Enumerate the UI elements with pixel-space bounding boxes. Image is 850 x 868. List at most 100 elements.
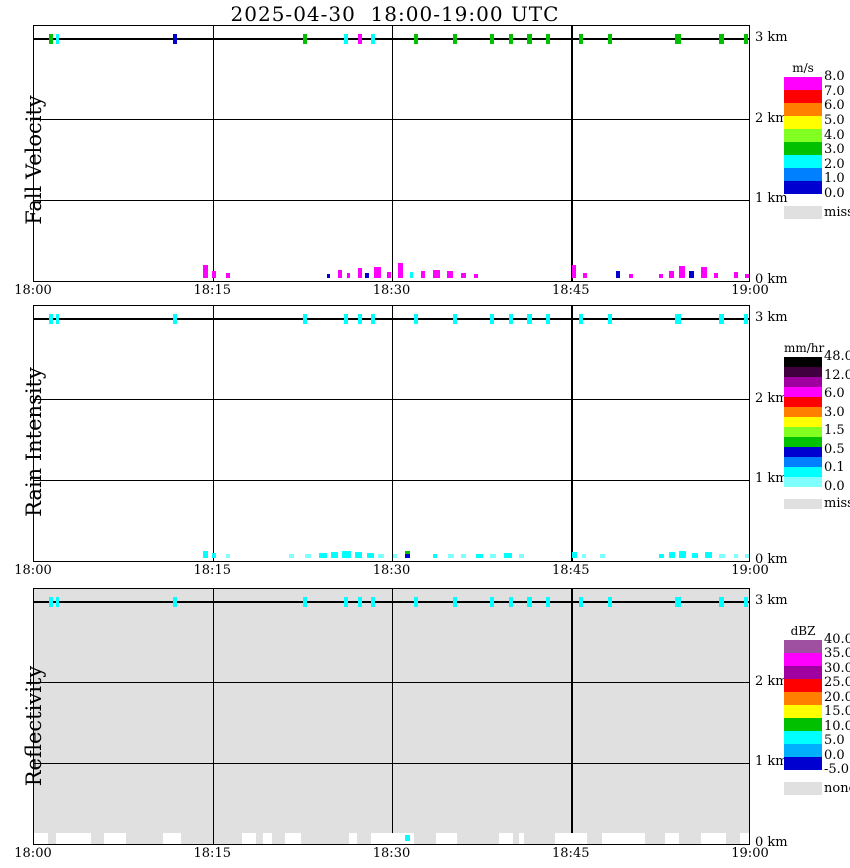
data-cell	[490, 597, 495, 607]
data-cell	[358, 268, 363, 278]
data-cell	[358, 34, 362, 44]
data-cell	[203, 550, 208, 558]
colorbar-swatch	[784, 387, 822, 397]
data-cell	[386, 271, 392, 278]
colorbar-swatch	[784, 477, 822, 487]
colorbar-tick: 1.5	[824, 423, 845, 439]
data-gap	[163, 833, 181, 844]
data-cell	[669, 270, 674, 278]
y-tick-2km: 2 km	[755, 390, 788, 406]
gridline-vertical-1	[212, 26, 214, 281]
data-cell	[49, 34, 54, 44]
panel-reflectivity	[33, 588, 750, 845]
data-cell	[55, 314, 60, 324]
colorbar-swatch	[784, 155, 822, 168]
data-cell	[302, 597, 308, 607]
colorbar-swatch	[784, 666, 822, 679]
y-tick-3km: 3 km	[755, 30, 788, 45]
data-cell	[719, 314, 724, 324]
data-cell	[719, 597, 724, 607]
data-gap	[740, 833, 749, 844]
colorbar-tick: 12.0	[824, 367, 850, 383]
data-cell	[55, 597, 60, 607]
data-cell	[581, 554, 587, 558]
data-gap	[34, 833, 49, 844]
data-cell	[475, 553, 483, 558]
data-cell	[226, 554, 230, 558]
data-cell	[527, 314, 532, 324]
data-cell	[342, 550, 351, 558]
gridline-vertical-2	[391, 589, 394, 844]
data-cell	[398, 263, 403, 278]
data-cell	[745, 273, 749, 278]
colorbar-tick: 0.1	[824, 460, 845, 476]
data-cell	[743, 34, 749, 44]
data-cell	[302, 314, 308, 324]
colorbar-tick: 0.0	[824, 186, 845, 201]
colorbar-missing-swatch	[784, 782, 822, 795]
colorbar-units-reflectivity: dBZ	[790, 624, 816, 638]
gridline-horizontal-2km	[34, 681, 749, 684]
data-cell	[203, 264, 208, 278]
colorbar-tick: 0.5	[824, 441, 845, 457]
data-cell	[713, 272, 718, 278]
colorbar-tick: 6.0	[824, 386, 845, 402]
data-gap	[435, 833, 458, 844]
axis-label-rain-intensity: Rain Intensity	[22, 367, 46, 517]
data-cell	[343, 314, 349, 324]
data-cell	[719, 553, 726, 558]
colorbar-tick: 0.0	[824, 479, 845, 494]
data-cell	[518, 554, 525, 558]
data-cell	[474, 273, 478, 278]
panel-fall-velocity	[33, 25, 750, 282]
data-cell	[679, 550, 687, 558]
data-cell	[49, 597, 54, 607]
colorbar-reflectivity: dBZ 40.0 35.0 30.0 25.0 20.0 15.0 10.0 5.0 0.0 -5.…	[784, 624, 850, 810]
y-tick-3km: 3 km	[755, 310, 788, 325]
x-tick-18-00: 18:00	[14, 563, 52, 578]
data-cell	[745, 554, 749, 558]
colorbar-tick: 6.0	[824, 98, 845, 114]
colorbar-swatch	[784, 718, 822, 731]
data-cell	[545, 34, 551, 44]
y-tick-1km: 1 km	[755, 191, 788, 207]
data-cell	[173, 597, 177, 607]
data-gap	[284, 833, 301, 844]
colorbar-tick: 5.0	[824, 112, 845, 128]
data-cell	[700, 267, 707, 278]
colorbar-tick: 48.0	[824, 349, 850, 364]
data-cell	[326, 273, 331, 278]
data-cell	[689, 271, 694, 278]
data-cell	[414, 314, 419, 324]
colorbar-swatch	[784, 357, 822, 367]
x-tick-19-00: 19:00	[731, 283, 769, 298]
data-cell	[432, 553, 437, 558]
colorbar-swatch	[784, 757, 822, 770]
colorbar-missing-swatch	[784, 499, 822, 509]
data-cell	[226, 272, 230, 278]
data-cell	[405, 554, 410, 558]
gridline-horizontal-2km	[34, 398, 749, 401]
data-cell	[378, 554, 384, 558]
data-gap	[601, 833, 645, 844]
y-tick-0km: 0 km	[755, 272, 788, 287]
data-cell	[370, 597, 376, 607]
colorbar-swatch	[784, 679, 822, 692]
data-cell	[370, 314, 376, 324]
colorbar-missing-label: miss	[824, 496, 850, 511]
colorbar-swatch	[784, 168, 822, 181]
data-cell	[743, 597, 749, 607]
colorbar-missing-label: none	[824, 780, 850, 796]
data-cell	[669, 552, 675, 558]
data-cell	[578, 34, 584, 44]
x-tick-18-00: 18:00	[14, 283, 52, 298]
colorbar-tick: 3.0	[824, 142, 845, 158]
data-cell	[659, 273, 663, 278]
colorbar-swatch	[784, 457, 822, 467]
data-cell	[545, 597, 551, 607]
data-cell	[674, 34, 682, 44]
colorbar-tick: 30.0	[824, 660, 850, 676]
x-tick-19-00: 19:00	[731, 846, 769, 861]
gridline-horizontal-2km	[34, 118, 749, 121]
data-gap	[554, 833, 587, 844]
